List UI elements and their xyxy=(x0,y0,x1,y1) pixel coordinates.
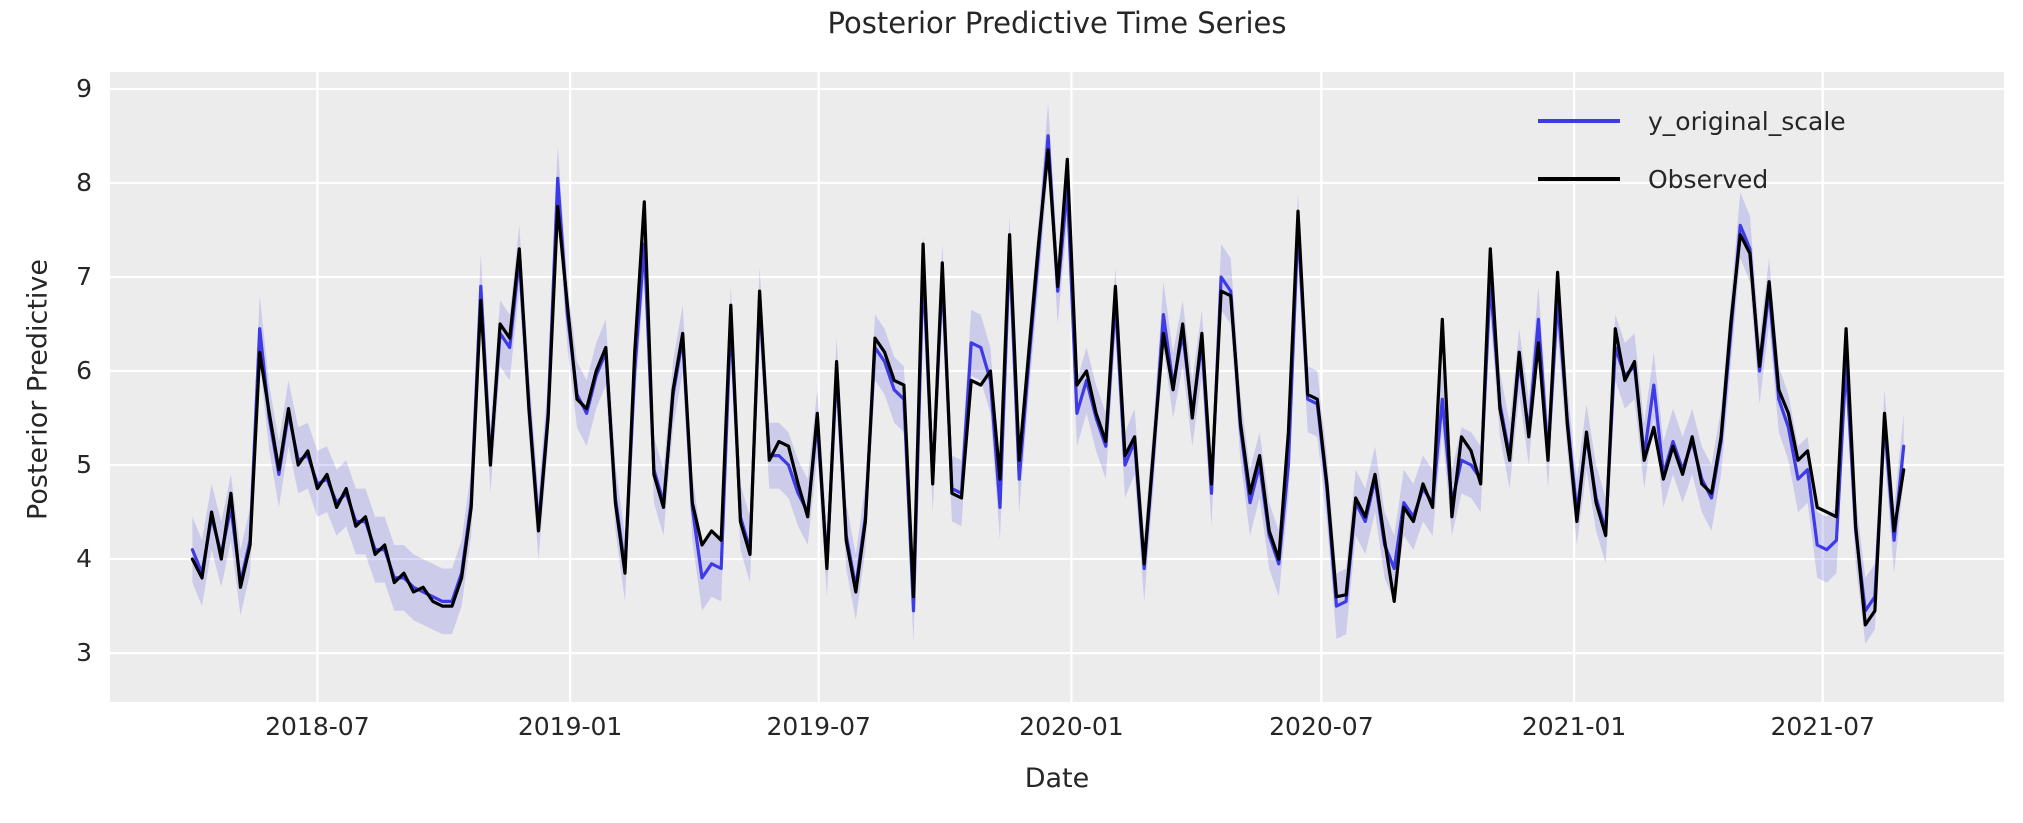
x-tick-label: 2019-01 xyxy=(517,712,623,741)
x-tick-label: 2020-01 xyxy=(1019,712,1124,741)
legend-item-y-original-scale: y_original_scale xyxy=(1538,92,1846,150)
x-tick-label: 2018-07 xyxy=(265,712,370,741)
y-tick-label: 4 xyxy=(76,544,92,574)
legend-item-observed: Observed xyxy=(1538,150,1846,208)
plot-canvas xyxy=(110,72,2004,702)
chart-title: Posterior Predictive Time Series xyxy=(827,6,1287,40)
y-tick-label: 9 xyxy=(76,73,92,103)
y-tick-label: 3 xyxy=(76,638,92,668)
x-tick-label: 2021-01 xyxy=(1521,712,1627,741)
x-tick-label: 2020-07 xyxy=(1269,712,1374,741)
y-tick-label: 8 xyxy=(76,167,92,197)
legend-label: y_original_scale xyxy=(1648,106,1846,136)
legend-line-blue xyxy=(1538,119,1620,123)
y-tick-label: 6 xyxy=(76,356,92,385)
y-tick-label: 7 xyxy=(76,261,92,291)
x-tick-label: 2019-07 xyxy=(766,712,871,741)
y-tick-label: 5 xyxy=(76,450,92,480)
legend-line-black xyxy=(1538,177,1620,181)
x-tick-label: 2021-07 xyxy=(1770,712,1875,741)
plot-area xyxy=(110,72,2004,702)
legend: y_original_scale Observed xyxy=(1538,92,1846,208)
x-axis-label: Date xyxy=(1024,763,1090,794)
legend-label: Observed xyxy=(1648,164,1769,194)
